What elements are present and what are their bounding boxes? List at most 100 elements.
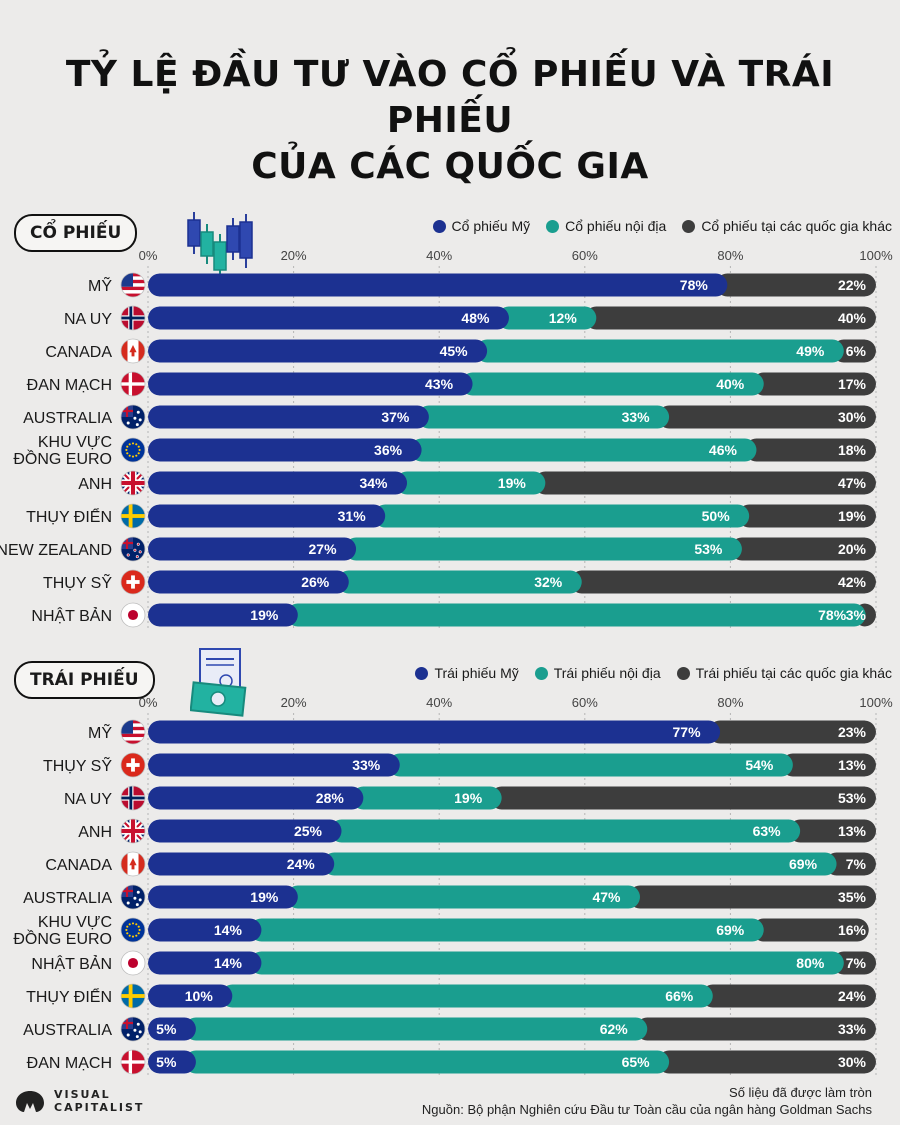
legend-dot-other: [676, 666, 690, 680]
flag-au-icon: [121, 1017, 145, 1041]
bar-segment-other: [788, 819, 876, 843]
country-label: ĐỒNG EURO: [13, 449, 112, 468]
bar-value-label: 50%: [702, 508, 731, 524]
bar-row: 24% 69% 7% CANADA: [45, 851, 876, 877]
bar-value-label: 22%: [838, 277, 867, 293]
bar-segment-other: [752, 372, 876, 396]
bar-segment-us: [148, 570, 349, 594]
bar-segment-other: [701, 984, 876, 1008]
x-tick-label: 40%: [426, 248, 452, 263]
country-label: NEW ZEALAND: [0, 542, 112, 559]
bar-segment-other: [708, 720, 876, 744]
bar-segment-domestic: [461, 372, 764, 396]
bar-segment-domestic: [351, 786, 502, 810]
legend-item-other-stocks: Cổ phiếu tại các quốc gia khác: [682, 218, 892, 234]
title-line-1: TỶ LỆ ĐẦU TƯ VÀO CỔ PHIẾU VÀ TRÁI PHIẾU: [65, 54, 835, 141]
bar-value-label: 66%: [665, 988, 694, 1004]
bar-segment-domestic: [497, 306, 597, 330]
bar-value-label: 49%: [796, 343, 825, 359]
bar-value-label: 13%: [838, 757, 867, 773]
bar-segment-us: [148, 537, 357, 561]
bar-segment-domestic: [475, 339, 844, 363]
country-label: ĐAN MẠCH: [27, 377, 112, 394]
bar-segment-domestic: [417, 405, 670, 429]
bar-value-label: 28%: [316, 790, 345, 806]
source-text: Nguồn: Bộ phận Nghiên cứu Đầu tư Toàn cầ…: [421, 1102, 872, 1117]
bar-segment-domestic: [286, 603, 866, 627]
bar-value-label: 3%: [846, 607, 867, 623]
bar-segment-other: [832, 951, 876, 975]
bar-value-label: 25%: [294, 823, 323, 839]
bar-segment-us: [148, 504, 386, 528]
bar-value-label: 48%: [461, 310, 490, 326]
bar-value-label: 63%: [753, 823, 782, 839]
country-label: MỸ: [88, 275, 112, 295]
bar-value-label: 14%: [214, 955, 243, 971]
bar-value-label: 35%: [838, 889, 867, 905]
country-label: THỤY SỸ: [43, 572, 112, 592]
country-label: KHU VỰC: [38, 434, 112, 451]
bar-value-label: 69%: [716, 922, 745, 938]
bar-segment-other: [730, 537, 876, 561]
legend-item-domestic-stocks: Cổ phiếu nội địa: [546, 218, 666, 234]
bar-row: 19% 47% 35% AUSTRALIA: [23, 884, 876, 910]
legend-dot-domestic: [534, 666, 548, 680]
country-label: THỤY SỸ: [43, 755, 112, 775]
legend-item-us-stocks: Cổ phiếu Mỹ: [432, 218, 530, 234]
bar-value-label: 36%: [374, 442, 403, 458]
bar-value-label: 32%: [534, 574, 563, 590]
bar-value-label: 54%: [745, 757, 774, 773]
bar-value-label: 5%: [156, 1021, 177, 1037]
flag-no-icon: [121, 786, 145, 810]
bar-value-label: 19%: [454, 790, 483, 806]
x-tick-label: 0%: [139, 695, 158, 710]
legend-label: Cổ phiếu nội địa: [565, 218, 667, 234]
legend-label: Trái phiếu tại các quốc gia khác: [695, 665, 892, 681]
bar-value-label: 31%: [338, 508, 367, 524]
bar-row: 26% 32% 42% THỤY SỸ: [43, 569, 876, 595]
bar-value-label: 6%: [846, 343, 867, 359]
x-tick-label: 20%: [281, 695, 307, 710]
bar-segment-other: [715, 273, 876, 297]
flag-ca-icon: [121, 339, 145, 363]
bar-segment-us: [148, 984, 233, 1008]
x-tick-label: 60%: [572, 695, 598, 710]
bar-segment-other: [752, 918, 869, 942]
bar-segment-other: [832, 339, 876, 363]
rounding-note: Số liệu đã được làm tròn: [729, 1085, 872, 1100]
bar-value-label: 16%: [838, 922, 867, 938]
bond-certificate-icon: [190, 648, 247, 717]
country-label: ANH: [78, 476, 112, 493]
stocks-legend: Cổ phiếu Mỹ Cổ phiếu nội địa Cổ phiếu tạ…: [432, 218, 892, 234]
legend-dot-domestic: [546, 219, 560, 233]
bar-value-label: 18%: [838, 442, 867, 458]
bar-row: 10% 66% 24% THỤY ĐIỂN: [26, 983, 876, 1009]
bar-segment-us: [148, 852, 335, 876]
flag-nz-icon: [121, 537, 145, 561]
legend-label: Cổ phiếu tại các quốc gia khác: [701, 218, 892, 234]
bar-value-label: 24%: [838, 988, 867, 1004]
bar-value-label: 46%: [709, 442, 738, 458]
flag-se-icon: [121, 984, 145, 1008]
bar-value-label: 78%: [680, 277, 709, 293]
flag-dk-icon: [121, 1050, 145, 1074]
flag-jp-icon: [121, 951, 145, 975]
bar-segment-us: [148, 819, 342, 843]
bar-segment-us: [148, 1050, 196, 1074]
bar-segment-other: [825, 852, 876, 876]
bar-segment-us: [148, 372, 473, 396]
bar-segment-domestic: [344, 537, 742, 561]
legend-dot-us: [432, 219, 446, 233]
bar-row: 25% 63% 13% ANH: [78, 818, 876, 844]
bar-row: 77% 23% MỸ: [88, 719, 876, 745]
flag-jp-icon: [121, 603, 145, 627]
source-note: Số liệu đã được làm tròn Nguồn: Bộ phận …: [422, 1084, 872, 1118]
bar-segment-us: [148, 438, 422, 462]
bar-segment-domestic: [337, 570, 582, 594]
x-tick-label: 20%: [281, 248, 307, 263]
bar-value-label: 47%: [592, 889, 621, 905]
legend-item-other-bonds: Trái phiếu tại các quốc gia khác: [676, 665, 892, 681]
bar-row: 45% 49% 6% CANADA: [45, 338, 876, 364]
country-label: NA UY: [64, 791, 112, 808]
legend-label: Trái phiếu nội địa: [553, 665, 661, 681]
